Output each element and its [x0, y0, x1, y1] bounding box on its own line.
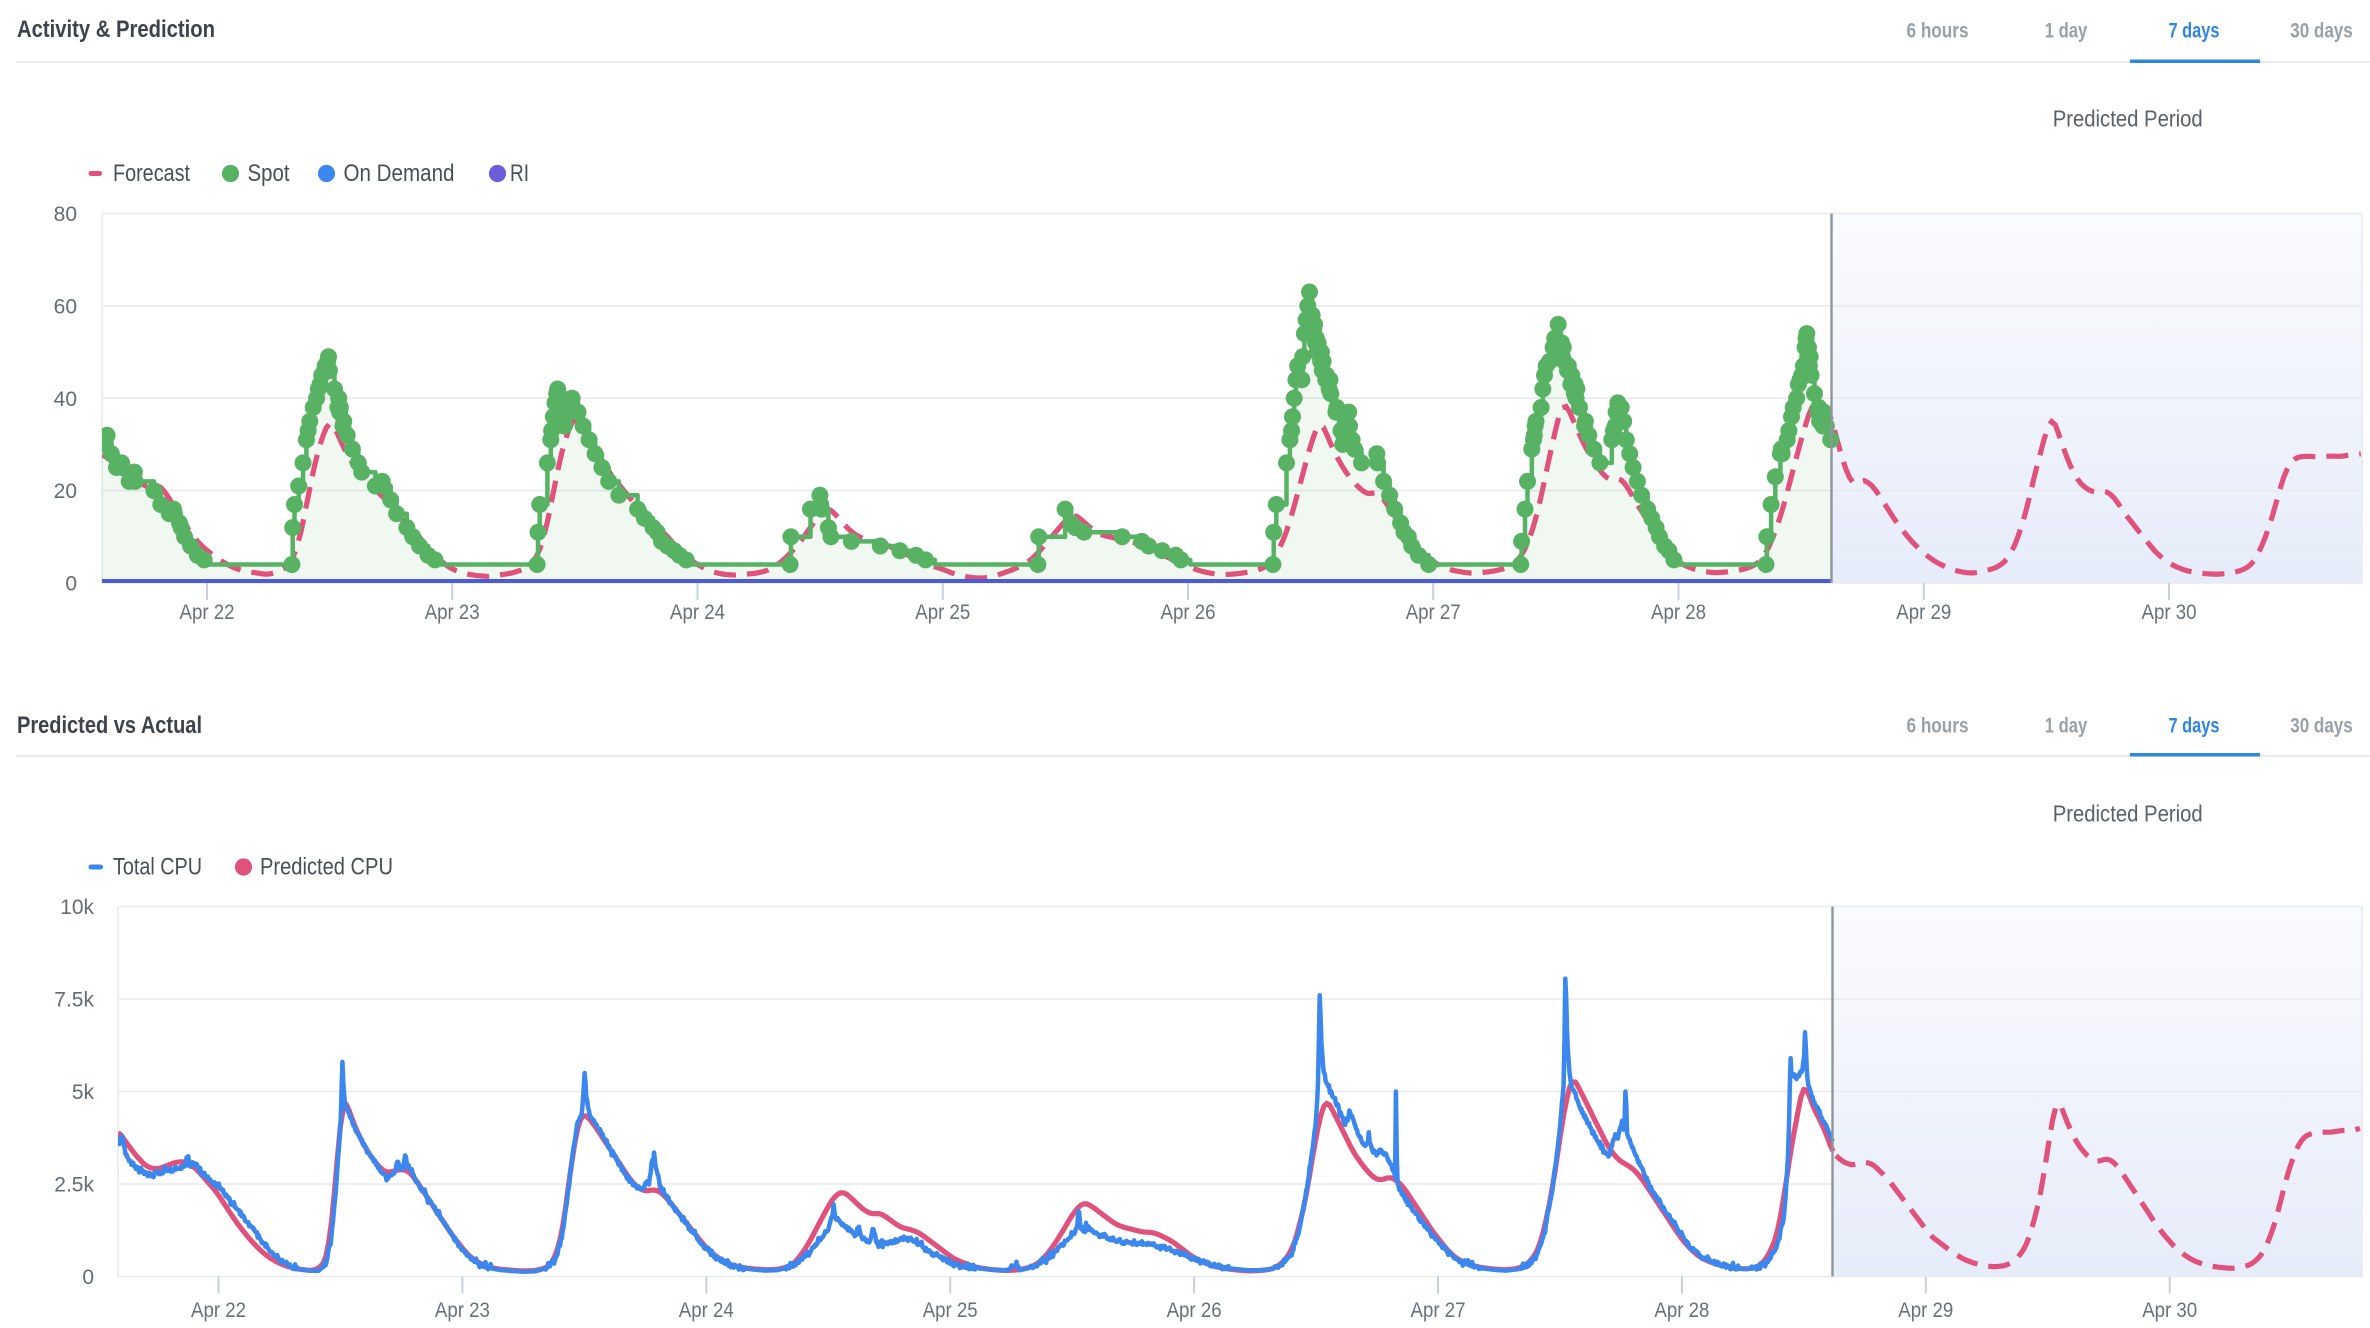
- svg-text:7 days: 7 days: [2169, 715, 2220, 738]
- svg-text:30 days: 30 days: [2290, 20, 2353, 43]
- svg-text:Predicted CPU: Predicted CPU: [260, 854, 393, 881]
- svg-text:Apr 28: Apr 28: [1654, 1299, 1709, 1322]
- svg-text:Apr 23: Apr 23: [435, 1299, 490, 1322]
- svg-text:2.5k: 2.5k: [54, 1174, 94, 1197]
- svg-text:6 hours: 6 hours: [1907, 20, 1969, 43]
- svg-text:Spot: Spot: [248, 160, 290, 187]
- svg-text:Predicted Period: Predicted Period: [2053, 801, 2203, 827]
- svg-text:Apr 30: Apr 30: [2142, 601, 2197, 624]
- svg-text:Total CPU: Total CPU: [113, 854, 202, 881]
- svg-text:Predicted Period: Predicted Period: [2053, 106, 2203, 132]
- svg-text:Apr 30: Apr 30: [2142, 1299, 2197, 1322]
- svg-text:Apr 29: Apr 29: [1898, 1299, 1953, 1322]
- svg-text:20: 20: [54, 480, 77, 503]
- svg-text:Apr 26: Apr 26: [1167, 1299, 1222, 1322]
- svg-text:Predicted vs Actual: Predicted vs Actual: [17, 712, 202, 739]
- svg-text:Apr 28: Apr 28: [1651, 601, 1706, 624]
- svg-text:Forecast: Forecast: [113, 160, 190, 187]
- svg-text:Apr 22: Apr 22: [180, 601, 235, 624]
- svg-text:7.5k: 7.5k: [54, 989, 94, 1012]
- svg-text:0: 0: [82, 1266, 94, 1289]
- svg-text:Apr 24: Apr 24: [679, 1299, 734, 1322]
- svg-text:5k: 5k: [72, 1081, 95, 1104]
- svg-text:6 hours: 6 hours: [1907, 715, 1969, 738]
- svg-text:10k: 10k: [60, 896, 94, 919]
- svg-text:1 day: 1 day: [2045, 715, 2088, 738]
- svg-text:Apr 22: Apr 22: [191, 1299, 246, 1322]
- svg-text:30 days: 30 days: [2290, 715, 2353, 738]
- svg-text:Apr 24: Apr 24: [670, 601, 725, 624]
- svg-text:80: 80: [54, 203, 77, 226]
- svg-text:On Demand: On Demand: [344, 160, 455, 187]
- svg-text:Activity & Prediction: Activity & Prediction: [17, 16, 215, 43]
- svg-text:7 days: 7 days: [2169, 20, 2220, 43]
- svg-text:Apr 27: Apr 27: [1411, 1299, 1466, 1322]
- svg-text:40: 40: [54, 388, 77, 411]
- svg-text:Apr 29: Apr 29: [1896, 601, 1951, 624]
- svg-text:1 day: 1 day: [2045, 20, 2088, 43]
- svg-text:60: 60: [54, 295, 77, 318]
- svg-text:Apr 27: Apr 27: [1406, 601, 1461, 624]
- svg-text:Apr 26: Apr 26: [1161, 601, 1216, 624]
- svg-text:0: 0: [65, 573, 77, 596]
- svg-text:Apr 25: Apr 25: [923, 1299, 978, 1322]
- svg-text:RI: RI: [510, 160, 529, 187]
- svg-text:Apr 23: Apr 23: [425, 601, 480, 624]
- svg-text:Apr 25: Apr 25: [915, 601, 970, 624]
